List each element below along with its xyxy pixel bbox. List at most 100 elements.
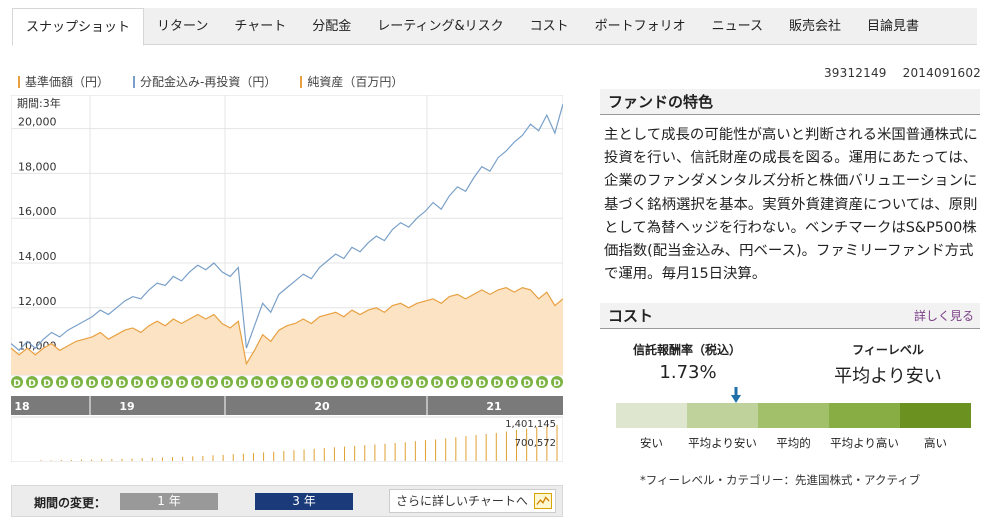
dividend-marker-icon xyxy=(56,376,68,388)
chart-legend: 基準価額（円） 分配金込み-再投資（円） 純資産（百万円） xyxy=(18,73,427,90)
dividend-marker-label: D xyxy=(118,379,125,389)
dividend-marker-label: D xyxy=(553,379,560,389)
dividend-marker-label: D xyxy=(493,379,500,389)
dividend-marker-icon xyxy=(416,376,428,388)
dividend-marker-label: D xyxy=(463,379,470,389)
dividend-marker-label: D xyxy=(28,379,35,389)
dividend-marker-icon xyxy=(371,376,383,388)
dividend-marker-label: D xyxy=(328,379,335,389)
fee-level-bar xyxy=(616,403,971,428)
dividend-marker-label: D xyxy=(298,379,305,389)
fee-rate-label: 信託報酬率（税込） xyxy=(632,343,741,357)
dividend-marker-label: D xyxy=(478,379,485,389)
dividend-marker-label: D xyxy=(283,379,290,389)
dividend-marker-icon xyxy=(296,376,308,388)
dividend-marker-icon xyxy=(26,376,38,388)
period-1y-button[interactable]: 1 年 xyxy=(120,493,218,510)
dividend-marker-icon xyxy=(206,376,218,388)
dividend-marker-icon xyxy=(221,376,233,388)
legend-label: 分配金込み-再投資（円） xyxy=(140,75,277,89)
dividend-marker-label: D xyxy=(403,379,410,389)
period-bar: 期間の変更： 1 年 3 年 さらに詳しいチャートへ xyxy=(11,485,563,517)
volume-area xyxy=(11,416,563,462)
volume-max-label: 1,401,145 xyxy=(505,419,556,430)
dividend-marker-label: D xyxy=(508,379,515,389)
dividend-marker-icon xyxy=(341,376,353,388)
x-tick-label: 18 xyxy=(14,400,29,413)
fee-level-label: フィーレベル xyxy=(852,343,924,357)
tab-3[interactable]: 分配金 xyxy=(312,19,352,34)
tab-6[interactable]: ポートフォリオ xyxy=(594,19,686,34)
dividend-marker-icon xyxy=(521,376,533,388)
fee-rate-value: 1.73% xyxy=(659,362,717,383)
date-code: 2014091602 xyxy=(902,66,981,80)
dividend-marker-label: D xyxy=(448,379,455,389)
dividend-marker-icon xyxy=(431,376,443,388)
dividend-marker-label: D xyxy=(253,379,260,389)
tab-5[interactable]: コスト xyxy=(529,19,569,34)
cost-title: コスト 詳しく見る xyxy=(600,303,980,329)
dividend-marker-label: D xyxy=(178,379,185,389)
tab-1[interactable]: リターン xyxy=(157,19,209,34)
dividend-marker-label: D xyxy=(193,379,200,389)
x-tick-label: 20 xyxy=(314,400,330,413)
chart-icon xyxy=(534,493,552,509)
dividend-marker-label: D xyxy=(133,379,140,389)
fee-level-segment xyxy=(758,403,829,428)
dividend-marker-icon xyxy=(326,376,338,388)
period-3y-button[interactable]: 3 年 xyxy=(255,493,353,510)
dividend-marker-icon xyxy=(356,376,368,388)
fee-level-segment xyxy=(687,403,758,428)
dividend-marker-label: D xyxy=(418,379,425,389)
tab-9[interactable]: 目論見書 xyxy=(867,19,920,34)
fee-level-segment-label: 安い xyxy=(640,436,663,450)
dividend-marker-label: D xyxy=(223,379,230,389)
tab-4[interactable]: レーティング&リスク xyxy=(377,19,504,34)
dividend-marker-label: D xyxy=(163,379,170,389)
dividend-marker-label: D xyxy=(103,379,110,389)
fee-level-segment-label: 平均的 xyxy=(776,436,811,450)
fee-level-value: 平均より安い xyxy=(834,366,942,387)
legend-label: 基準価額（円） xyxy=(25,75,110,89)
fund-codes: 39312149 2014091602 xyxy=(812,66,981,80)
dividend-marker-icon xyxy=(476,376,488,388)
price-chart: 20,00018,00016,00014,00012,00010,000期間:3… xyxy=(11,95,563,462)
dividend-marker-label: D xyxy=(373,379,380,389)
dividend-marker-label: D xyxy=(73,379,80,389)
dividend-marker-icon xyxy=(116,376,128,388)
dividend-marker-icon xyxy=(101,376,113,388)
dividend-marker-label: D xyxy=(88,379,95,389)
year-strip xyxy=(11,396,563,415)
dividend-marker-icon xyxy=(11,376,23,388)
dividend-marker-label: D xyxy=(538,379,545,389)
detail-chart-link[interactable]: さらに詳しいチャートへ xyxy=(389,489,556,513)
legend-swatch xyxy=(300,75,303,88)
cost-more-link[interactable]: 詳しく見る xyxy=(913,309,974,323)
fee-level-segment-label: 平均より高い xyxy=(830,436,899,450)
feature-text: 主として成長の可能性が高いと判断される米国普通株式に投資を行い、信託財産の成長を… xyxy=(604,127,978,283)
dividend-marker-icon xyxy=(266,376,278,388)
tab-0[interactable]: スナップショット xyxy=(12,8,145,46)
fee-level-segment xyxy=(900,403,971,428)
legend-item: 純資産（百万円） xyxy=(300,73,403,90)
dividend-marker-label: D xyxy=(268,379,275,389)
detail-chart-label: さらに詳しいチャートへ xyxy=(396,494,528,508)
dividend-marker-icon xyxy=(461,376,473,388)
tab-2[interactable]: チャート xyxy=(234,19,287,34)
cost-title-label: コスト xyxy=(608,307,654,325)
dividend-marker-icon xyxy=(71,376,83,388)
dividend-marker-label: D xyxy=(313,379,320,389)
y-tick-label: 12,000 xyxy=(18,295,57,308)
legend-swatch xyxy=(18,75,20,88)
total-return-line xyxy=(11,103,563,352)
period-label: 期間の変更： xyxy=(34,496,107,510)
dividend-marker-label: D xyxy=(433,379,440,389)
tab-8[interactable]: 販売会社 xyxy=(789,19,842,34)
x-tick-label: 21 xyxy=(486,400,501,413)
dividend-marker-icon xyxy=(491,376,503,388)
tab-7[interactable]: ニュース xyxy=(711,19,764,34)
legend-label: 純資産（百万円） xyxy=(307,75,404,89)
dividend-marker-icon xyxy=(131,376,143,388)
tab-bar: スナップショット リターン チャート 分配金 レーティング&リスク コスト ポートフォリオ ニ… xyxy=(12,8,977,46)
feature-title: ファンドの特色 xyxy=(600,89,980,115)
